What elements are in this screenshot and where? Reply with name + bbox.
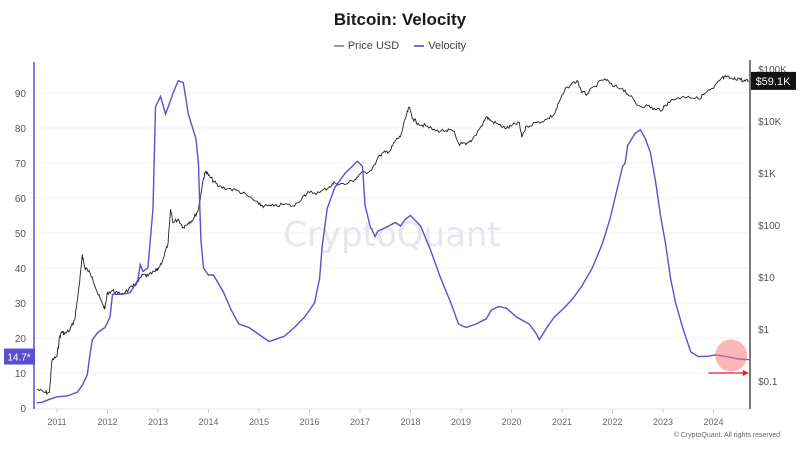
current-velocity-label: 14.7* [7, 353, 30, 364]
legend-item-velocity[interactable]: Velocity [414, 40, 466, 52]
right-axis: $0.1 $1 $10 $100 $1K $10K $100K$59.1K [749, 60, 796, 409]
copyright-text: © CryptoQuant. All rights reserved [673, 432, 780, 439]
left-tick-label: 80 [15, 124, 27, 135]
left-tick-label: 30 [15, 299, 27, 310]
current-price-label: $59.1K [756, 76, 792, 88]
x-tick-label: 2024 [703, 417, 723, 427]
velocity-line [36, 79, 749, 404]
left-axis: 0 10 20 30 40 50 60 70 80 90 14.7* [4, 62, 35, 415]
price-usd-line [36, 74, 750, 396]
watermark: CryptoQuant [283, 215, 501, 255]
right-tick-label: $10K [758, 117, 782, 128]
x-tick-label: 2022 [602, 417, 622, 427]
x-tick-label: 2011 [47, 417, 66, 427]
right-tick-label: $100 [758, 221, 781, 232]
left-tick-label: 50 [15, 229, 27, 240]
x-tick-label: 2014 [198, 417, 218, 427]
legend-label-velocity: Velocity [428, 40, 467, 52]
chart-title: Bitcoin: Velocity [333, 10, 467, 29]
right-tick-label: $1 [758, 325, 770, 336]
legend-swatch-velocity [414, 45, 425, 47]
right-tick-label: $10 [758, 273, 775, 284]
legend-item-price[interactable]: Price USD [333, 40, 400, 52]
x-tick-label: 2015 [249, 417, 269, 427]
left-tick-label: 70 [15, 159, 27, 170]
red-arrow-head-icon [742, 370, 749, 376]
left-tick-label: 20 [15, 334, 27, 345]
legend-label-price: Price USD [347, 40, 400, 52]
legend: Price USD Velocity [0, 38, 800, 52]
x-tick-label: 2023 [653, 417, 673, 427]
x-tick-label: 2012 [97, 417, 117, 427]
right-tick-label: $1K [758, 169, 776, 180]
x-tick-label: 2016 [299, 417, 319, 427]
x-tick-label: 2018 [400, 417, 420, 427]
x-tick-label: 2013 [148, 417, 168, 427]
right-tick-label: $0.1 [758, 377, 778, 388]
left-tick-label: 0 [20, 404, 26, 415]
series-group [36, 74, 750, 404]
x-tick-label: 2021 [552, 417, 572, 427]
highlight-circle [715, 339, 748, 372]
annotations [708, 339, 749, 376]
left-tick-label: 90 [15, 89, 27, 100]
gridlines [34, 92, 750, 374]
left-tick-label: 10 [15, 369, 27, 380]
current-velocity-badge [4, 348, 35, 365]
current-price-badge [751, 71, 796, 90]
left-tick-label: 40 [15, 264, 27, 275]
left-tick-label: 60 [15, 194, 27, 205]
right-tick-label: $100K [758, 65, 787, 76]
legend-swatch-price [333, 45, 344, 47]
x-tick-label: 2017 [350, 417, 370, 427]
x-tick-label: 2019 [451, 417, 471, 427]
x-axis: 2011 2012 2013 2014 2015 2016 2017 2018 2019 2020… [34, 408, 750, 427]
x-tick-label: 2020 [501, 417, 521, 427]
